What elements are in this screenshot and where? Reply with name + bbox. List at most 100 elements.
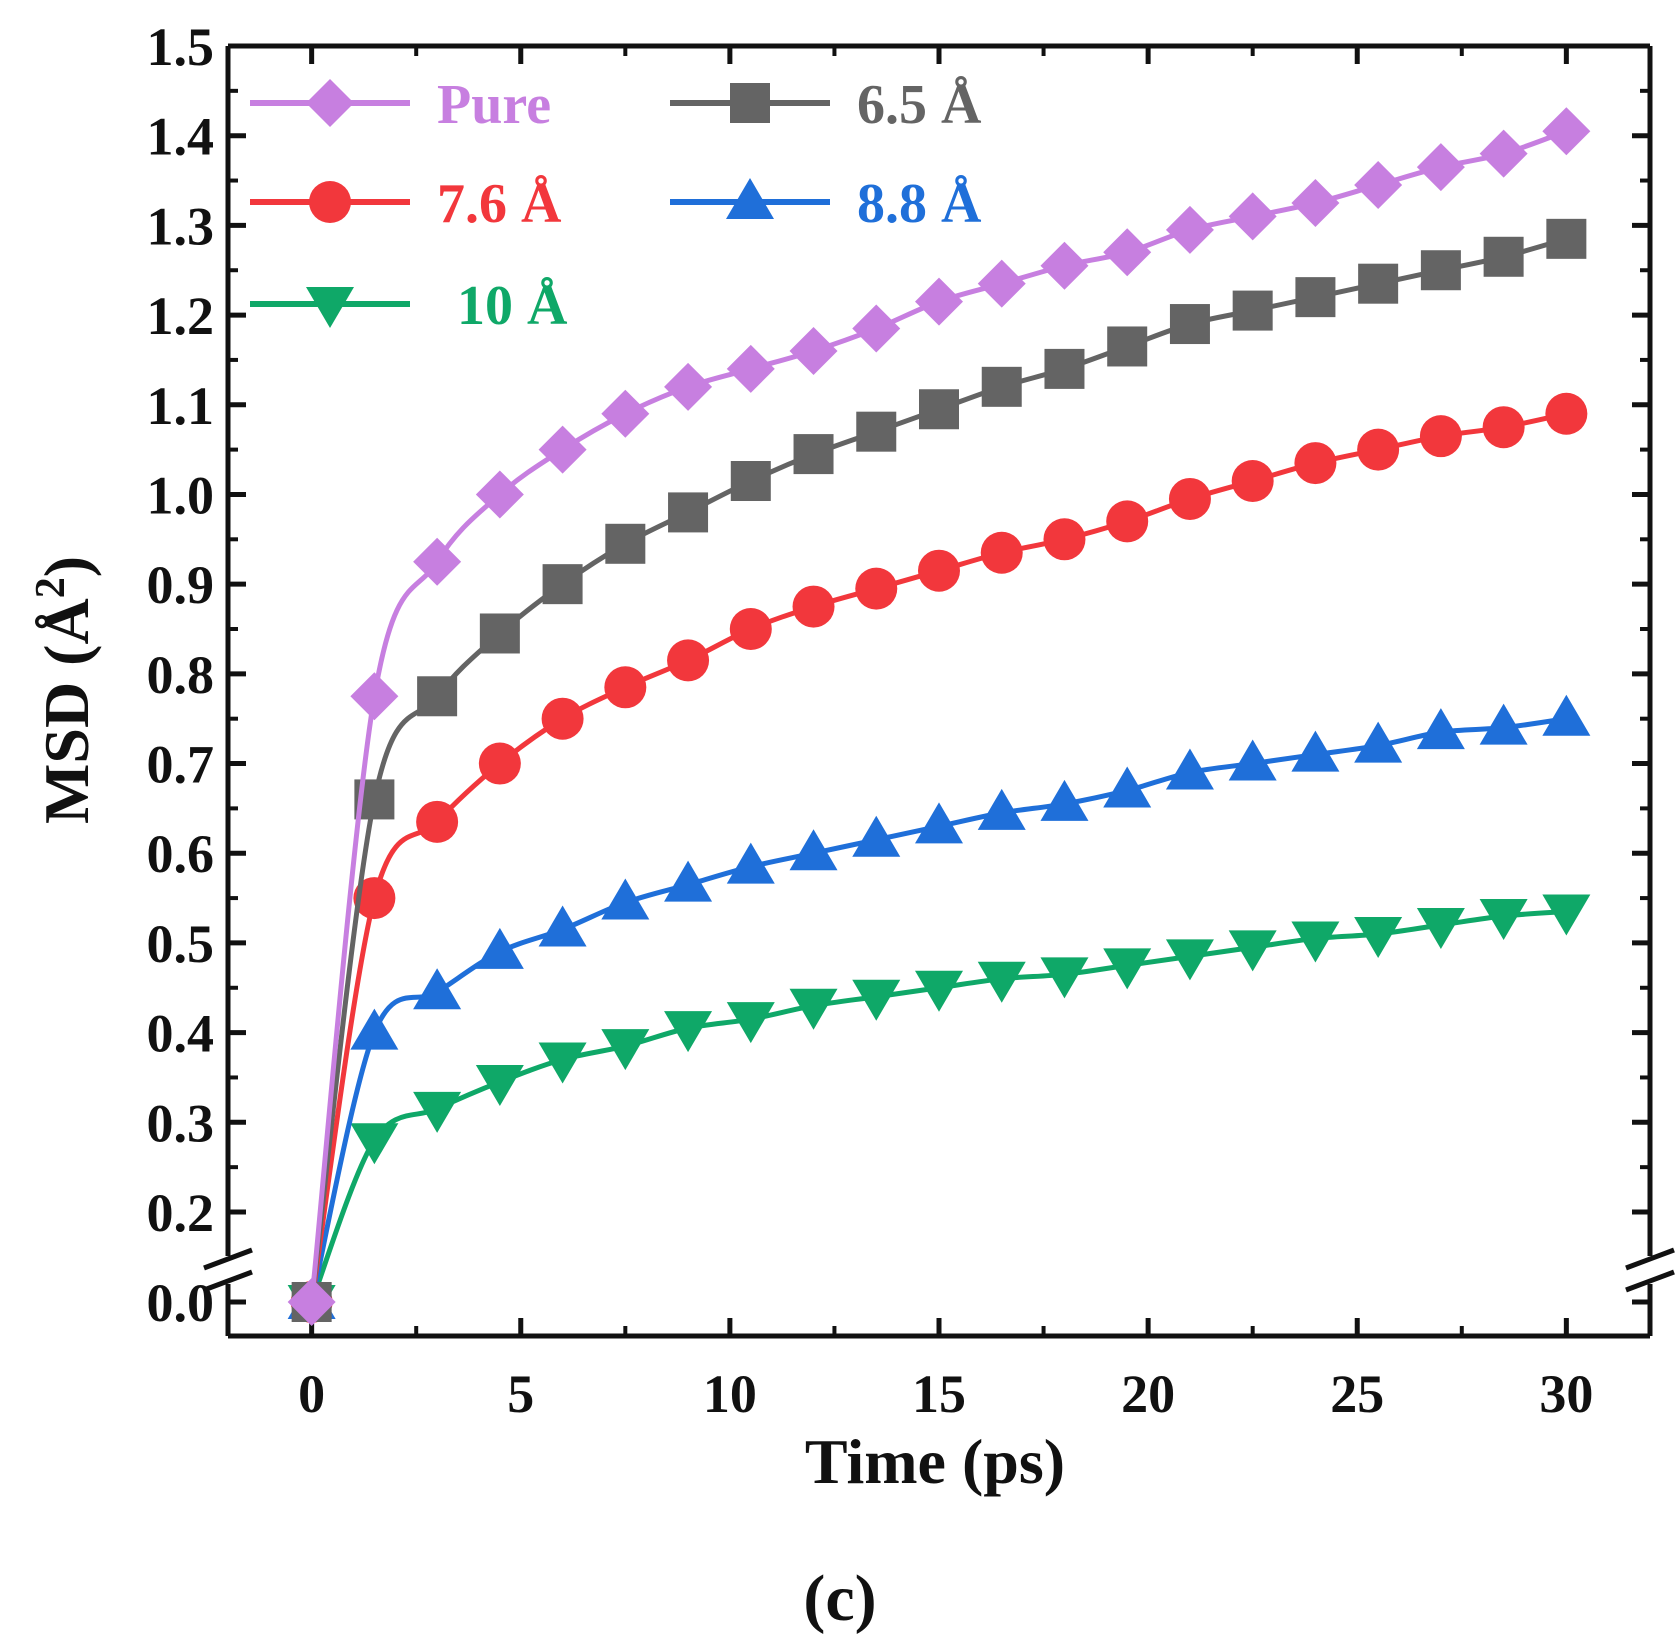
series-6-5 <box>291 218 1587 1322</box>
data-point-6-5 <box>668 492 709 533</box>
legend-marker-6-5 <box>730 83 770 123</box>
data-point-pure <box>915 277 963 326</box>
data-point-8-8 <box>1542 694 1591 736</box>
data-point-8-8 <box>475 927 524 969</box>
data-point-8-8 <box>1291 730 1340 772</box>
y-tick-label: 0.2 <box>147 1183 215 1243</box>
y-tick-label: 0.9 <box>147 555 215 615</box>
data-point-7-6 <box>918 549 960 592</box>
data-point-8-8 <box>1103 766 1152 808</box>
series-pure <box>287 107 1591 1326</box>
data-point-6-5 <box>730 461 771 502</box>
y-tick-label: 0.0 <box>147 1273 215 1333</box>
data-point-6-5 <box>417 676 458 717</box>
data-point-10 <box>1103 948 1152 990</box>
data-point-6-5 <box>793 434 834 475</box>
data-point-8-8 <box>726 842 775 884</box>
plot-frame <box>203 43 1675 1339</box>
data-point-10 <box>1479 899 1528 941</box>
data-point-7-6 <box>1043 518 1086 561</box>
data-point-7-6 <box>478 742 521 785</box>
legend-label-pure: Pure <box>437 74 551 136</box>
data-point-8-8 <box>1479 703 1528 745</box>
data-point-10 <box>1416 907 1465 949</box>
axis-break-mark-left-upper <box>203 1247 253 1271</box>
data-point-7-6 <box>1482 406 1525 449</box>
data-point-7-6 <box>667 639 710 682</box>
data-point-8-8 <box>413 968 462 1010</box>
y-tick-label: 0.8 <box>147 645 215 705</box>
y-tick-label: 0.3 <box>147 1093 215 1153</box>
data-point-10 <box>789 988 838 1030</box>
data-point-10 <box>977 961 1026 1003</box>
x-tick-label: 25 <box>1330 1364 1384 1424</box>
series-line-8-8 <box>309 716 1567 1303</box>
legend-item-pure: Pure <box>250 74 551 136</box>
data-point-pure <box>1416 143 1465 192</box>
data-point-8-8 <box>601 878 650 920</box>
data-point-6-5 <box>856 411 897 452</box>
data-point-pure <box>1040 241 1089 290</box>
data-point-8-8 <box>1228 739 1277 781</box>
data-point-pure <box>413 537 462 586</box>
data-point-7-6 <box>1168 477 1211 520</box>
legend: Pure 6.5 Å 7.6 Å 8.8 Å 10 Å <box>250 74 982 337</box>
data-point-10 <box>852 979 901 1021</box>
axis-break-mark-right-upper <box>1625 1247 1675 1271</box>
data-point-10 <box>1354 916 1403 958</box>
data-point-7-6 <box>855 567 898 610</box>
data-point-pure <box>475 470 524 519</box>
data-point-8-8 <box>1354 721 1403 763</box>
data-point-6-5 <box>1546 218 1587 259</box>
data-point-10 <box>1165 939 1214 981</box>
data-point-7-6 <box>416 800 459 843</box>
data-point-10 <box>1291 921 1340 963</box>
data-point-pure <box>977 259 1026 308</box>
y-tick-label: 1.2 <box>147 286 215 346</box>
y-tick-label: 1.1 <box>147 376 215 436</box>
data-point-10 <box>1228 930 1277 972</box>
data-point-8-8 <box>538 905 587 947</box>
data-point-6-5 <box>981 366 1022 407</box>
axis-break-mark-left-lower <box>203 1269 253 1293</box>
data-point-8-8 <box>1165 748 1214 790</box>
y-tick-label: 0.7 <box>147 735 215 795</box>
data-point-10 <box>1542 894 1591 936</box>
data-point-8-8 <box>789 829 838 871</box>
data-point-pure <box>726 344 775 393</box>
legend-marker-10 <box>306 287 354 328</box>
data-point-pure <box>1354 161 1403 210</box>
data-point-6-5 <box>1169 304 1210 345</box>
data-point-pure <box>789 326 838 375</box>
data-point-pure <box>1291 178 1340 227</box>
data-point-7-6 <box>1231 460 1274 503</box>
legend-marker-8-8 <box>726 178 774 219</box>
y-axis-title-superscript: 2 <box>28 577 74 598</box>
legend-marker-pure <box>306 79 354 127</box>
y-tick-label: 0.6 <box>147 824 215 884</box>
legend-label-10: 10 Å <box>457 275 568 337</box>
axis-break-mark-right-lower <box>1625 1269 1675 1293</box>
data-point-pure <box>1103 228 1152 277</box>
data-point-7-6 <box>1106 500 1149 543</box>
data-point-10 <box>601 1029 650 1071</box>
data-point-8-8 <box>852 815 901 857</box>
figure-caption: (c) <box>803 1562 876 1635</box>
data-point-pure <box>664 362 713 411</box>
data-point-8-8 <box>977 788 1026 830</box>
data-point-7-6 <box>1357 428 1400 471</box>
data-point-6-5 <box>919 389 959 430</box>
series-layer <box>287 107 1591 1326</box>
legend-label-8-8: 8.8 Å <box>857 173 982 235</box>
series-10 <box>287 894 1591 1326</box>
data-point-7-6 <box>353 877 396 920</box>
series-7-6 <box>290 392 1588 1323</box>
data-point-pure <box>350 672 399 721</box>
y-tick-label: 0.5 <box>147 914 215 974</box>
data-point-10 <box>538 1042 587 1084</box>
data-point-10 <box>350 1123 399 1165</box>
legend-label-6-5: 6.5 Å <box>857 74 982 136</box>
legend-marker-7-6 <box>309 181 351 223</box>
data-point-8-8 <box>664 860 713 902</box>
